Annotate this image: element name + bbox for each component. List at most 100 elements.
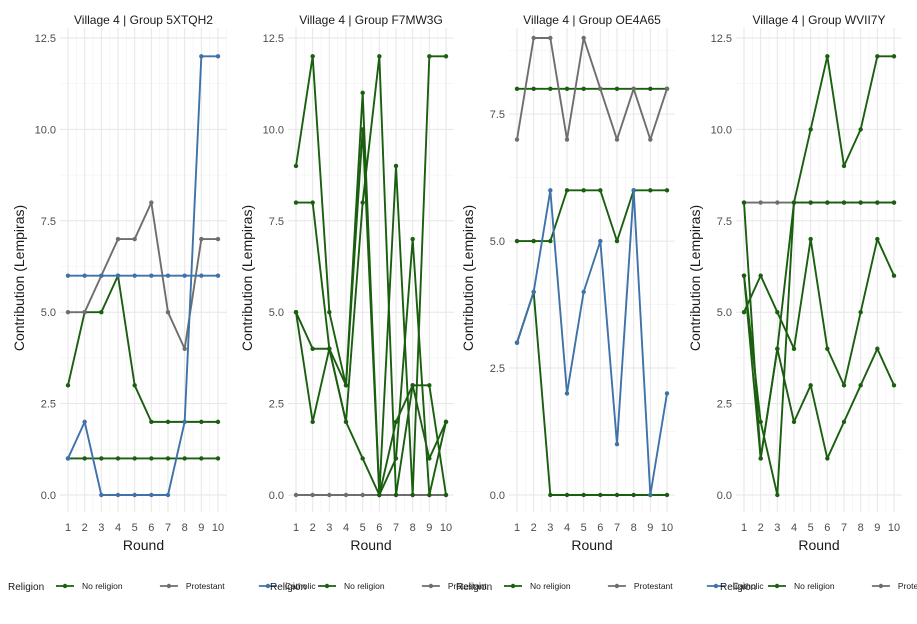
- data-point: [443, 492, 449, 498]
- data-point: [393, 492, 399, 498]
- data-point: [741, 310, 747, 315]
- legend: Religion No religion Protestant: [270, 581, 487, 593]
- data-point: [614, 238, 620, 244]
- legend-label: Protestant: [898, 581, 917, 591]
- x-tick-label: 5: [808, 522, 814, 534]
- data-point: [99, 310, 104, 315]
- data-point: [825, 54, 830, 59]
- data-point: [531, 35, 536, 41]
- data-point: [825, 346, 830, 351]
- data-point: [548, 492, 553, 498]
- x-tick-label: 4: [343, 522, 349, 534]
- data-point: [443, 54, 449, 59]
- legend-title: Religion: [720, 582, 756, 593]
- x-tick-label: 1: [293, 522, 299, 534]
- data-point: [875, 236, 880, 242]
- x-tick-label: 8: [858, 522, 864, 534]
- y-tick-label: 2.5: [717, 399, 732, 411]
- data-point: [531, 289, 536, 295]
- series-line: [743, 238, 895, 387]
- panel-title: Village 4 | Group OE4A65: [523, 13, 661, 27]
- x-tick-label: 9: [198, 522, 204, 534]
- legend-key-point: [774, 583, 780, 589]
- x-tick-label: 7: [393, 522, 399, 534]
- data-point: [443, 419, 449, 425]
- x-tick-label: 10: [661, 522, 673, 534]
- x-tick-label: 6: [824, 522, 830, 534]
- data-point: [741, 273, 747, 278]
- data-point: [858, 383, 863, 388]
- data-point: [327, 492, 332, 498]
- data-point: [758, 200, 763, 205]
- data-point: [791, 419, 797, 425]
- x-tick-label: 4: [115, 522, 121, 534]
- panel-2: 0.0 2.5 5.0 7.5 10.0 12.5 1 2 3 4 5 6 7 8 9 10 Village 4…: [239, 13, 487, 593]
- data-point: [891, 273, 897, 278]
- panel-title: Village 4 | Group F7MW3G: [299, 13, 443, 27]
- data-point: [199, 419, 204, 425]
- data-point: [598, 188, 603, 193]
- data-point: [791, 346, 797, 351]
- series-line: [516, 37, 668, 141]
- data-point: [360, 90, 365, 96]
- data-point: [648, 137, 653, 142]
- data-point: [65, 383, 71, 388]
- data-point: [293, 310, 299, 315]
- data-point: [393, 419, 399, 425]
- legend-label: No religion: [530, 581, 571, 591]
- x-tick-label: 4: [564, 522, 570, 534]
- data-point: [199, 236, 204, 242]
- data-point: [614, 86, 620, 91]
- y-tick-label: 5.0: [717, 307, 732, 319]
- data-point: [327, 346, 332, 351]
- y-axis-label: Contribution (Lempiras): [460, 205, 476, 351]
- data-point: [598, 492, 603, 498]
- legend-key-point: [166, 583, 172, 589]
- x-axis-label: Round: [798, 537, 839, 553]
- data-point: [427, 456, 432, 461]
- data-point: [841, 163, 847, 169]
- legend-label: No religion: [82, 581, 123, 591]
- data-point: [598, 238, 603, 244]
- data-point: [427, 54, 432, 59]
- data-point: [215, 273, 221, 278]
- data-point: [215, 456, 221, 461]
- y-tick-label: 7.5: [490, 109, 505, 121]
- x-tick-label: 7: [841, 522, 847, 534]
- y-tick-label: 10.0: [711, 124, 732, 136]
- y-tick-label: 2.5: [41, 399, 56, 411]
- legend-key-point: [713, 583, 719, 589]
- data-point: [758, 456, 763, 461]
- data-point: [758, 273, 763, 278]
- data-point: [564, 137, 570, 142]
- data-point: [648, 188, 653, 193]
- data-point: [410, 492, 415, 498]
- series-line: [743, 201, 894, 496]
- data-point: [775, 346, 780, 351]
- data-point: [410, 383, 415, 388]
- y-tick-label: 12.5: [263, 33, 284, 45]
- data-point: [132, 383, 137, 388]
- data-point: [531, 238, 536, 244]
- data-point: [514, 86, 520, 91]
- legend-key-point: [510, 583, 516, 589]
- data-point: [564, 492, 570, 498]
- data-point: [310, 200, 315, 205]
- data-point: [165, 310, 171, 315]
- x-tick-label: 8: [410, 522, 416, 534]
- data-point: [360, 492, 365, 498]
- data-point: [598, 86, 603, 91]
- data-point: [791, 200, 797, 205]
- data-point: [875, 200, 880, 205]
- x-tick-label: 3: [774, 522, 780, 534]
- data-point: [327, 310, 332, 315]
- legend-key-point: [878, 583, 884, 589]
- x-axis-label: Round: [571, 537, 612, 553]
- data-point: [165, 273, 171, 278]
- data-point: [360, 456, 365, 461]
- series-line: [67, 55, 218, 496]
- data-point: [115, 273, 121, 278]
- data-point: [664, 492, 670, 498]
- data-point: [293, 163, 299, 169]
